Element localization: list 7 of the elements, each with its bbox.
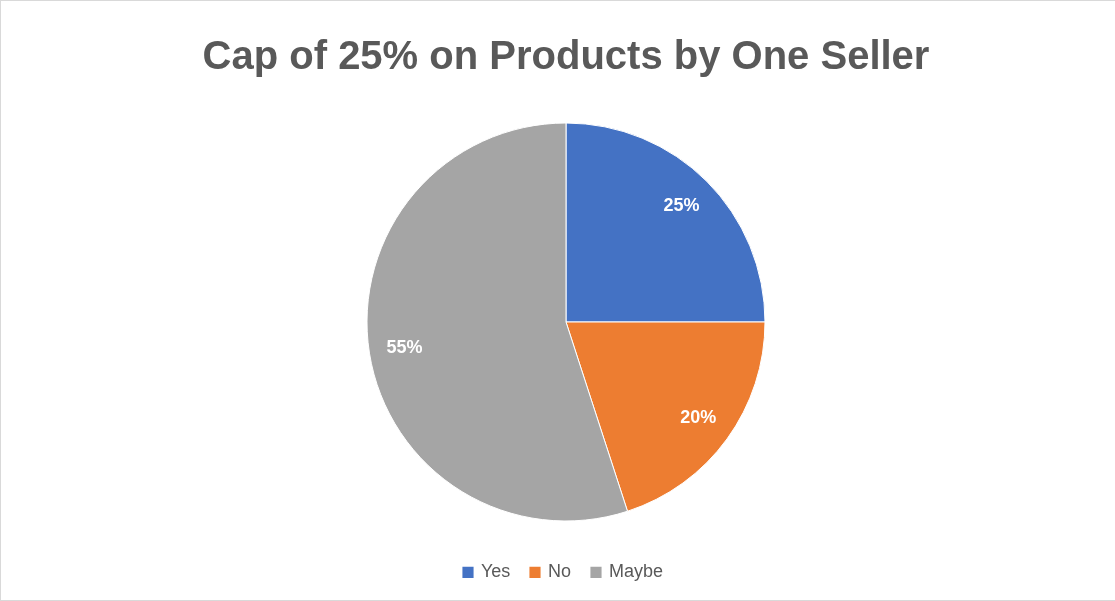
legend-label: Maybe — [609, 561, 664, 582]
legend-label: No — [548, 561, 572, 582]
chart-title: Cap of 25% on Products by One Seller — [202, 33, 930, 77]
data-label: 55% — [386, 336, 423, 357]
data-label: 25% — [663, 195, 700, 216]
legend-label: Yes — [481, 561, 511, 582]
data-label: 20% — [680, 407, 717, 428]
